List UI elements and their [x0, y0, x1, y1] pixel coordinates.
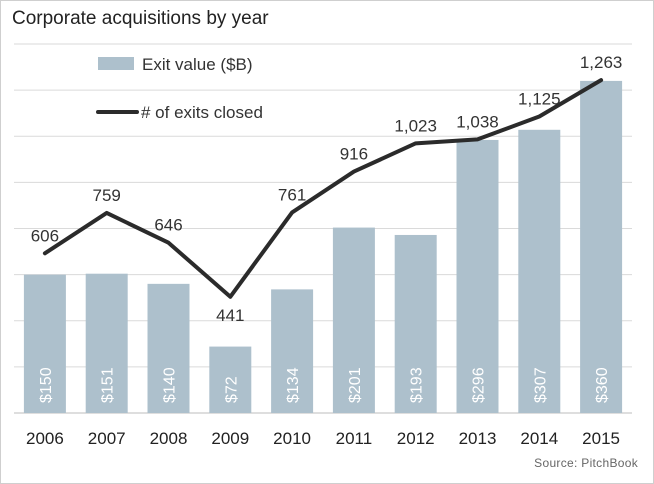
line-value-label: 1,263 — [580, 53, 623, 72]
bar-value-label: $134 — [285, 367, 302, 403]
bar — [85, 273, 128, 413]
line-point — [229, 296, 231, 298]
bar-value-label: $201 — [347, 367, 364, 403]
line-point — [44, 252, 46, 254]
line-point — [538, 115, 540, 117]
chart-title: Corporate acquisitions by year — [12, 8, 269, 29]
bar — [518, 129, 561, 414]
bar-value-label: $151 — [100, 367, 117, 403]
bar-value-label: $360 — [594, 367, 611, 403]
bar-series — [23, 80, 623, 414]
line-point — [291, 211, 293, 213]
exits-line — [42, 78, 604, 299]
line-point — [477, 138, 478, 140]
x-tick-label: 2006 — [26, 429, 64, 448]
x-tick-label: 2014 — [520, 429, 558, 448]
bar — [271, 289, 314, 413]
bar-value-label: $72 — [223, 376, 240, 403]
x-tick-label: 2010 — [273, 429, 311, 448]
line-point — [168, 242, 169, 244]
line-value-labels: 606 759 646 441 761 916 1,023 1,038 1,125 1,263 — [31, 53, 623, 325]
bar — [394, 234, 437, 413]
line-value-label: 761 — [278, 185, 306, 204]
bar-value-label: $193 — [409, 367, 426, 403]
x-tick-label: 2007 — [88, 429, 126, 448]
bar — [580, 80, 623, 414]
line-point — [415, 142, 417, 144]
x-tick-label: 2013 — [459, 429, 497, 448]
bar-value-labels: $150 $151 $140 $72 $134 $201 $193 $296 $307 $360 — [38, 367, 611, 403]
line-value-label: 916 — [340, 145, 368, 164]
bar-value-label: $296 — [471, 367, 488, 403]
source-note: Source: PitchBook — [534, 456, 638, 470]
legend: Exit value ($B) # of exits closed — [96, 55, 263, 122]
line-series — [42, 78, 604, 299]
line-value-label: 646 — [154, 216, 182, 235]
bar — [332, 227, 375, 413]
x-tick-label: 2012 — [397, 429, 435, 448]
bar-value-label: $150 — [38, 367, 55, 403]
line-value-label: 606 — [31, 226, 59, 245]
x-tick-label: 2009 — [211, 429, 249, 448]
bar — [23, 274, 66, 413]
x-tick-label: 2008 — [150, 429, 188, 448]
x-tick-label: 2011 — [336, 429, 373, 448]
line-value-label: 1,125 — [518, 89, 561, 108]
x-tick-label: 2015 — [582, 429, 620, 448]
legend-line-label: # of exits closed — [141, 103, 263, 122]
bar-value-label: $140 — [162, 367, 179, 403]
legend-bar-label: Exit value ($B) — [142, 55, 253, 74]
bar-value-label: $307 — [532, 367, 549, 403]
legend-bar-swatch — [98, 57, 134, 70]
line-point — [353, 171, 355, 173]
x-axis: 2006 2007 2008 2009 2010 2011 2012 2013 2014 2015 — [26, 429, 620, 448]
line-value-label: 1,023 — [394, 116, 437, 135]
bar — [147, 283, 190, 413]
bar — [456, 139, 499, 413]
bar — [209, 346, 252, 413]
line-value-label: 1,038 — [456, 112, 499, 131]
line-value-label: 759 — [93, 186, 121, 205]
line-value-label: 441 — [216, 306, 244, 325]
line-point — [106, 212, 108, 214]
line-point — [600, 79, 602, 81]
